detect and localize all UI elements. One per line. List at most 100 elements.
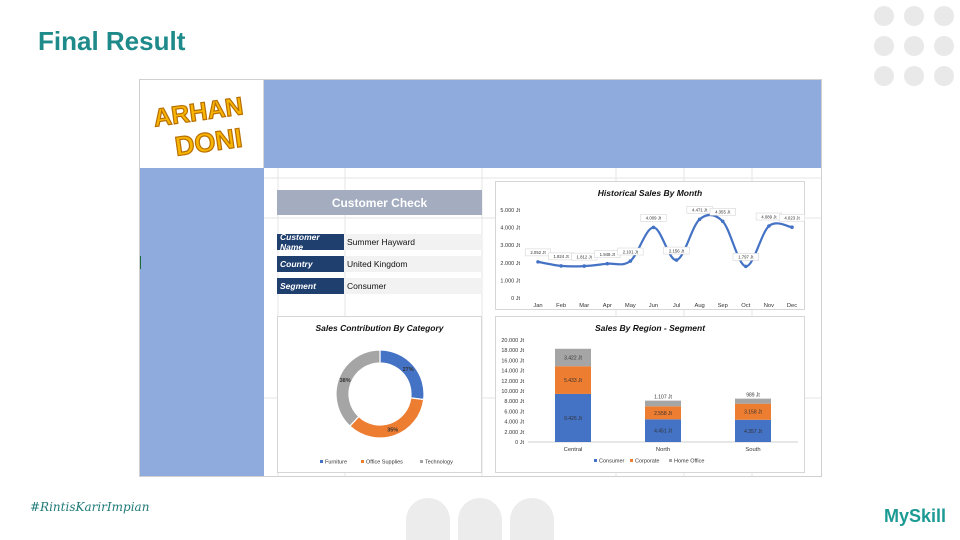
y-tick-label: 4.000 Jt	[500, 226, 520, 232]
sales-by-category-chart[interactable]: Sales Contribution By Category 27% 35% 38%…	[277, 316, 482, 473]
y-tick-label: 5.000 Jt	[500, 208, 520, 214]
data-label: 1.812 Jt	[577, 254, 593, 259]
data-label: 1.948 Jt	[600, 252, 616, 257]
x-tick-label: Nov	[764, 303, 774, 309]
historical-sales-chart[interactable]: Historical Sales By Month 0 Jt 1.000 Jt 2.…	[495, 181, 806, 310]
bar-segment	[735, 403, 771, 420]
bar-segment	[555, 366, 591, 394]
data-point	[697, 217, 702, 222]
customer-name-label: Customer Name	[277, 232, 344, 252]
legend-swatch	[361, 460, 364, 463]
brand-logo: MySkill	[884, 506, 947, 526]
bar-segment	[645, 400, 681, 407]
y-tick-label: 6.000 Jt	[504, 409, 524, 415]
selected-cell-marker	[140, 256, 141, 269]
bar-segment	[645, 406, 681, 420]
data-label-box	[732, 253, 759, 261]
bar-data-label: 989 Jt	[746, 393, 760, 399]
sales-line-series	[537, 213, 793, 268]
x-tick-label: Feb	[556, 303, 566, 309]
bar-segment	[555, 348, 591, 367]
x-tick-label: Central	[564, 447, 583, 453]
data-label: 2.156 Jt	[669, 248, 685, 253]
legend-swatch	[594, 459, 597, 462]
bar-data-label: 3.422 Jt	[564, 355, 582, 361]
data-point	[582, 264, 586, 268]
bar-segment	[735, 398, 771, 404]
x-tick-label: Dec	[787, 303, 797, 309]
donut-chart-svg: 27% 35% 38% Furniture Office Supplies Technol…	[320, 349, 453, 466]
data-label-box	[640, 214, 667, 222]
slice-label: 35%	[387, 427, 398, 433]
bar-data-label: 2.558 Jt	[654, 411, 672, 417]
data-point	[720, 219, 725, 224]
legend-swatch	[420, 460, 423, 463]
x-tick-label: Jul	[673, 303, 680, 309]
side-band	[140, 168, 264, 476]
slice-label: 38%	[340, 378, 351, 384]
bar-chart-svg: 0 Jt 2.000 Jt 4.000 Jt 6.000 Jt 8.000 Jt 10.0…	[501, 338, 798, 465]
data-label: 4.471 Jt	[692, 208, 708, 213]
data-label: 1.824 Jt	[553, 254, 569, 259]
customer-name-value[interactable]: Summer Hayward	[344, 234, 482, 250]
donut-slice	[379, 349, 425, 401]
data-point	[559, 264, 563, 268]
y-tick-label: 1.000 Jt	[500, 278, 520, 284]
country-value[interactable]: United Kingdom	[344, 256, 482, 272]
data-point	[744, 264, 748, 269]
x-tick-label: Sep	[718, 303, 728, 309]
data-point	[628, 259, 633, 263]
y-tick-label: 8.000 Jt	[504, 399, 524, 405]
segment-value[interactable]: Consumer	[344, 278, 482, 294]
chart-title: Sales By Region - Segment	[594, 323, 706, 333]
data-point	[767, 224, 771, 228]
data-point	[651, 225, 656, 230]
data-label: 4.023 Jt	[784, 215, 800, 220]
donut-slice	[335, 349, 381, 427]
bar-data-label: 4.357 Jt	[744, 429, 762, 435]
y-tick-label: 18.000 Jt	[501, 348, 524, 354]
legend-label: Furniture	[325, 460, 347, 466]
data-label: 4.009 Jt	[646, 216, 662, 221]
bar-data-label: 3.158 Jt	[744, 410, 762, 416]
y-tick-label: 0 Jt	[511, 296, 520, 302]
x-tick-label: May	[625, 303, 636, 309]
legend-label: Corporate	[635, 459, 659, 465]
x-tick-label: Jun	[649, 303, 658, 309]
bar-segment	[735, 419, 771, 442]
data-point	[536, 260, 540, 264]
legend-swatch	[669, 459, 672, 462]
y-tick-label: 16.000 Jt	[501, 358, 524, 364]
sales-by-region-chart[interactable]: Sales By Region - Segment 0 Jt 2.000 Jt 4.…	[495, 316, 805, 473]
line-chart-svg: 0 Jt 1.000 Jt 2.000 Jt 3.000 Jt 4.000 Jt 5.00…	[500, 206, 806, 309]
data-label: 2.101 Jt	[623, 249, 639, 254]
data-label: 4.089 Jt	[761, 214, 777, 219]
y-tick-label: 20.000 Jt	[501, 338, 524, 344]
bar-segment	[555, 393, 591, 442]
data-label: 1.797 Jt	[738, 255, 754, 260]
country-label: Country	[277, 256, 344, 272]
header-band	[264, 80, 821, 168]
logo-cell: ARHAN DONI	[140, 80, 264, 168]
y-tick-label: 12.000 Jt	[501, 379, 524, 385]
decorative-dots	[870, 6, 960, 90]
bar-data-label: 4.451 Jt	[654, 429, 672, 435]
legend-label: Technology	[425, 460, 453, 466]
data-point	[605, 261, 610, 266]
legend-swatch	[320, 460, 323, 463]
y-tick-label: 10.000 Jt	[501, 389, 524, 395]
data-label: 4.355 Jt	[715, 210, 731, 215]
y-tick-label: 14.000 Jt	[501, 369, 524, 375]
slide-title: Final Result	[38, 26, 186, 56]
data-label-box	[778, 213, 806, 222]
data-label-box	[617, 247, 644, 256]
x-tick-label: Oct	[741, 303, 750, 309]
x-tick-label: North	[656, 447, 670, 453]
y-tick-label: 2.000 Jt	[500, 261, 520, 267]
chart-title: Historical Sales By Month	[597, 188, 703, 198]
legend-label: Consumer	[599, 459, 625, 465]
customer-check-title: Customer Check	[277, 190, 482, 215]
x-tick-label: Mar	[579, 303, 589, 309]
legend-swatch	[630, 459, 633, 462]
x-tick-label: Jan	[533, 303, 542, 309]
